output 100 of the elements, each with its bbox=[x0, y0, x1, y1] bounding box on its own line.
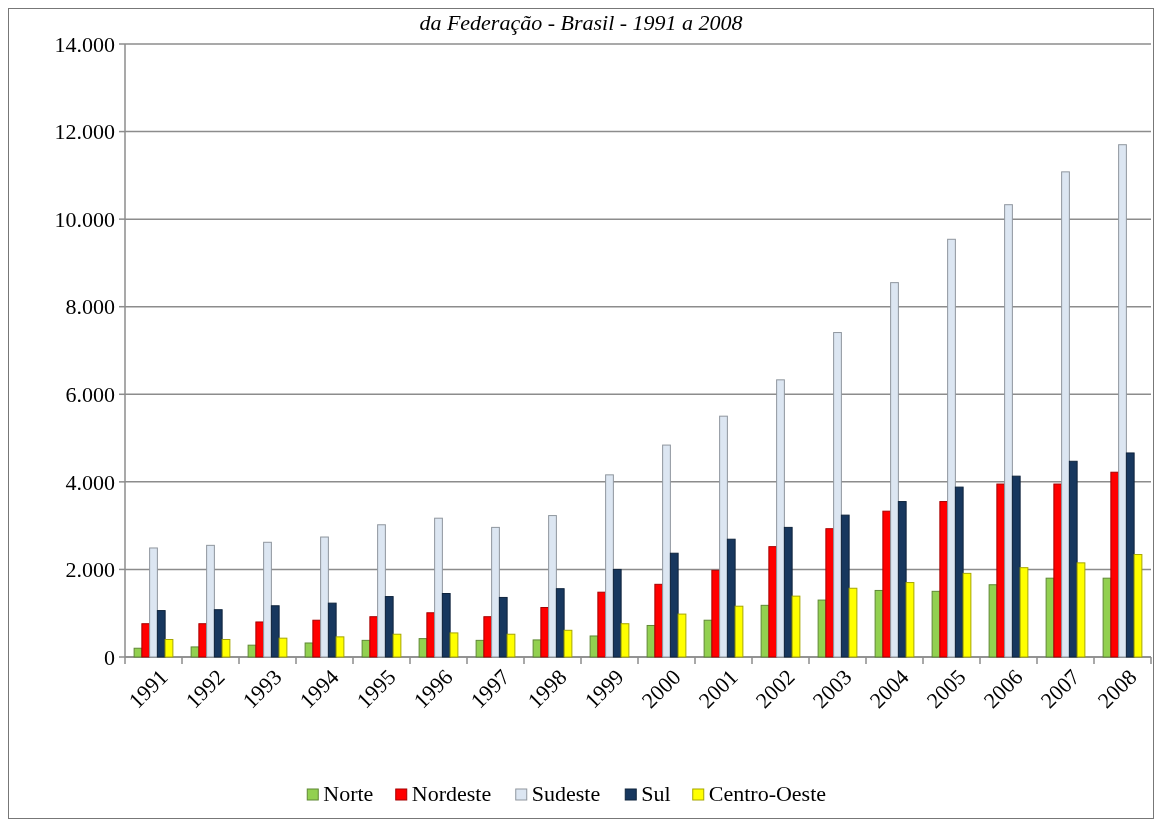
bar bbox=[190, 646, 200, 658]
y-tick-label: 10.000 bbox=[54, 206, 115, 232]
bar bbox=[760, 604, 770, 658]
x-tick-label: 1993 bbox=[237, 664, 287, 714]
bar bbox=[278, 637, 288, 658]
bar bbox=[335, 636, 345, 658]
bar bbox=[905, 582, 915, 658]
bar bbox=[597, 591, 607, 658]
bar bbox=[483, 616, 493, 658]
bar bbox=[149, 547, 158, 658]
bar bbox=[711, 569, 721, 658]
bar bbox=[874, 589, 884, 658]
bar bbox=[726, 538, 736, 658]
bar bbox=[897, 501, 907, 658]
bar bbox=[654, 583, 664, 658]
bar bbox=[270, 605, 280, 658]
bar bbox=[555, 588, 565, 658]
bar bbox=[377, 524, 386, 658]
bar bbox=[434, 517, 443, 658]
bar bbox=[304, 642, 314, 658]
bar bbox=[719, 415, 728, 658]
y-tick-label: 0 bbox=[104, 644, 115, 670]
bar bbox=[890, 282, 899, 658]
bar bbox=[213, 609, 223, 658]
bar bbox=[563, 629, 573, 658]
bar bbox=[221, 638, 231, 658]
bar bbox=[1118, 144, 1127, 658]
y-tick-label: 8.000 bbox=[65, 294, 115, 320]
bar bbox=[263, 541, 272, 658]
bar bbox=[133, 647, 143, 658]
bar bbox=[589, 635, 599, 658]
bar bbox=[1045, 577, 1055, 658]
bar bbox=[1133, 554, 1143, 658]
bar bbox=[255, 621, 265, 658]
bar bbox=[833, 332, 842, 658]
legend-label: Centro-Oeste bbox=[708, 781, 827, 806]
bar bbox=[392, 633, 402, 658]
bar bbox=[646, 624, 656, 658]
y-tick-label: 14.000 bbox=[54, 31, 115, 57]
bar bbox=[498, 596, 508, 658]
legend-label: Norte bbox=[323, 781, 374, 806]
bar bbox=[198, 623, 208, 658]
bar bbox=[1004, 204, 1013, 658]
bar bbox=[1053, 483, 1063, 658]
bar bbox=[449, 632, 459, 658]
bar bbox=[369, 616, 379, 658]
bar bbox=[1076, 562, 1086, 658]
y-tick-label: 2.000 bbox=[65, 557, 115, 583]
bar bbox=[475, 639, 485, 658]
bar bbox=[734, 605, 744, 658]
bar bbox=[1019, 567, 1029, 658]
legend-label: Nordeste bbox=[411, 781, 492, 806]
bar bbox=[848, 587, 858, 658]
bar bbox=[612, 568, 622, 658]
chart-title: da Federação - Brasil - 1991 a 2008 bbox=[419, 10, 743, 35]
bar bbox=[677, 613, 687, 658]
bar bbox=[605, 474, 614, 658]
bar bbox=[988, 584, 998, 658]
y-tick-label: 12.000 bbox=[54, 119, 115, 145]
bar bbox=[540, 607, 550, 658]
bar bbox=[791, 595, 801, 658]
bar bbox=[882, 510, 892, 658]
bar bbox=[156, 610, 166, 658]
bar bbox=[532, 639, 542, 658]
x-tick-label: 1991 bbox=[123, 664, 173, 714]
bar bbox=[840, 514, 850, 658]
bar bbox=[776, 379, 785, 658]
y-tick-label: 6.000 bbox=[65, 381, 115, 407]
legend-label: Sul bbox=[641, 781, 671, 806]
bar bbox=[768, 546, 778, 658]
bar bbox=[426, 612, 436, 658]
bar bbox=[947, 238, 956, 658]
bar bbox=[1102, 577, 1112, 658]
bar bbox=[620, 623, 630, 658]
bar bbox=[662, 444, 671, 658]
bar bbox=[817, 599, 827, 658]
bar bbox=[141, 623, 151, 658]
bar bbox=[441, 593, 451, 658]
bar bbox=[1061, 171, 1070, 658]
bar bbox=[506, 633, 516, 658]
bar bbox=[825, 528, 835, 658]
bar bbox=[491, 526, 500, 658]
bar bbox=[247, 644, 257, 658]
bar bbox=[962, 572, 972, 658]
legend-label: Sudeste bbox=[531, 781, 601, 806]
bar bbox=[384, 596, 394, 658]
bar bbox=[954, 486, 964, 658]
bar bbox=[418, 638, 428, 658]
bar bbox=[1068, 460, 1078, 658]
bar bbox=[164, 638, 174, 658]
bar bbox=[206, 544, 215, 658]
bar bbox=[931, 590, 941, 658]
bar bbox=[669, 552, 679, 658]
bar bbox=[1011, 475, 1021, 658]
bar bbox=[320, 536, 329, 658]
bar bbox=[939, 501, 949, 658]
bar bbox=[1110, 471, 1120, 658]
bar bbox=[327, 602, 337, 658]
y-tick-label: 4.000 bbox=[65, 469, 115, 495]
bar bbox=[783, 526, 793, 658]
